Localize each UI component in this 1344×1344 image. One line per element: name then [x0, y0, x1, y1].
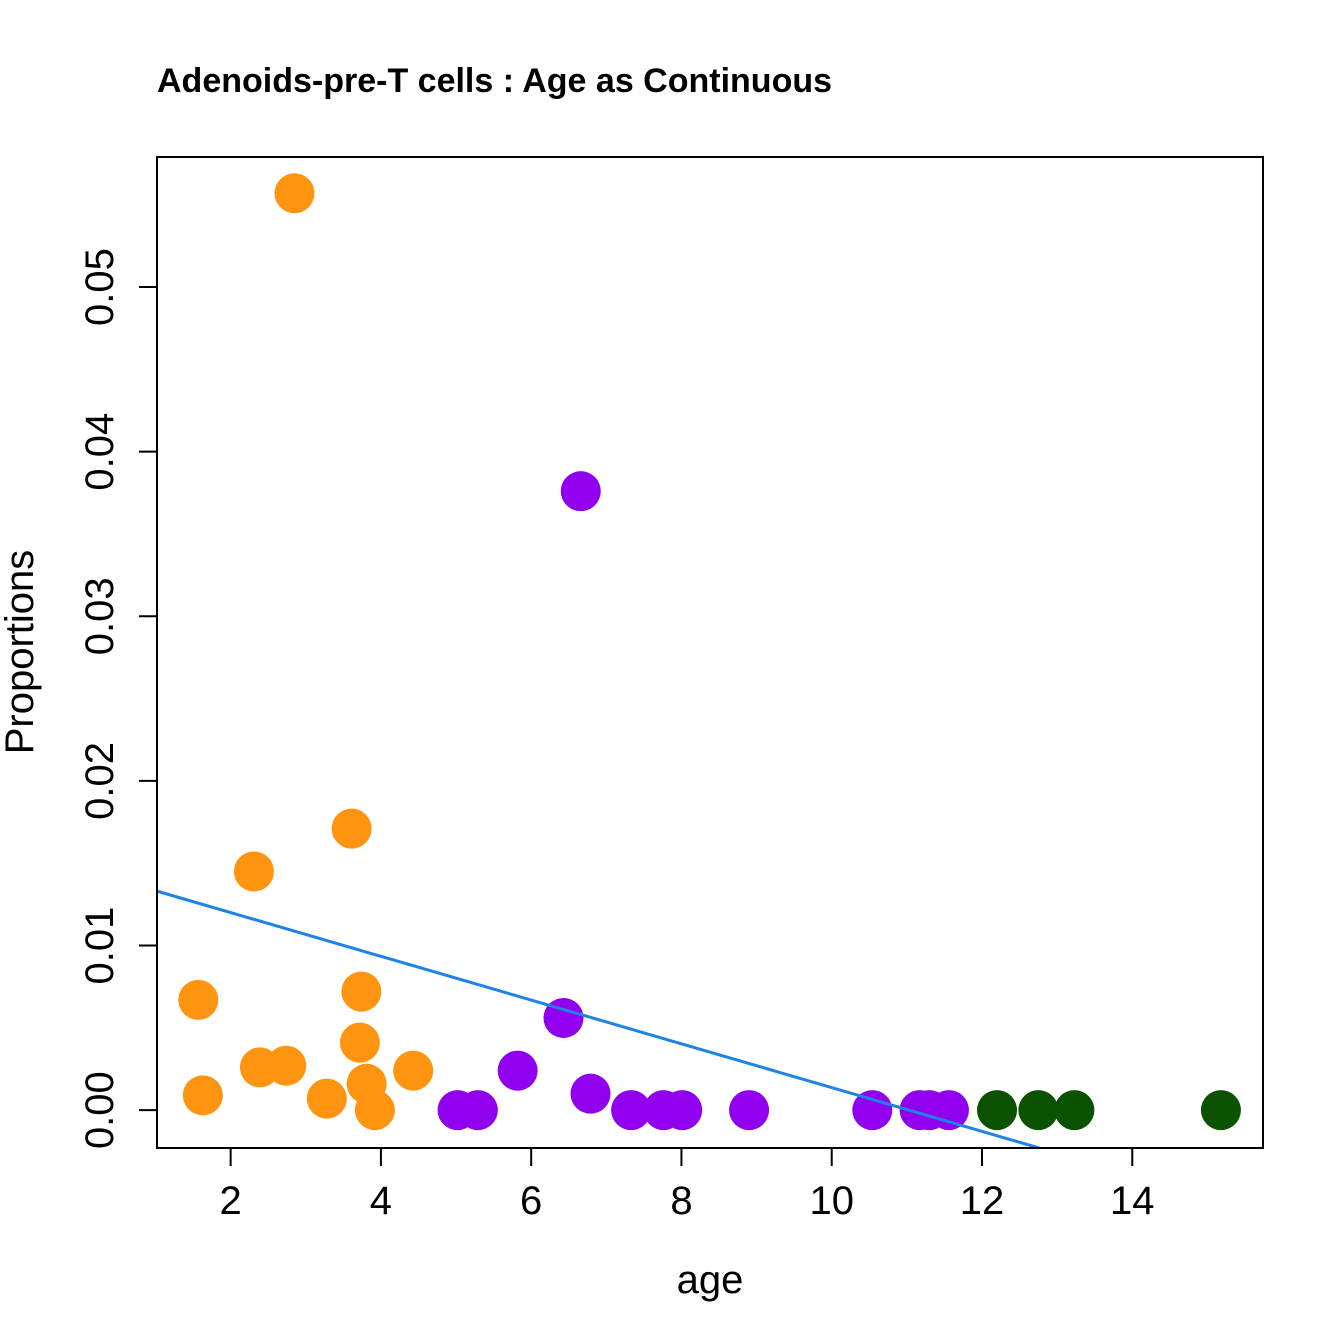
- point-young-9: [306, 1078, 347, 1119]
- chart-marks: [156, 173, 1241, 1150]
- point-young-11: [354, 1090, 395, 1131]
- point-old-1: [1018, 1090, 1059, 1131]
- y-tick-label: 0.01: [78, 907, 122, 985]
- y-tick-label: 0.05: [78, 248, 122, 326]
- point-middle-10: [852, 1090, 893, 1131]
- point-old-0: [977, 1090, 1018, 1131]
- point-young-0: [274, 173, 315, 214]
- y-tick-label: 0.00: [78, 1071, 122, 1149]
- x-tick-label: 14: [1110, 1179, 1155, 1223]
- y-tick-label: 0.02: [78, 742, 122, 820]
- x-tick-label: 4: [370, 1179, 392, 1223]
- point-young-12: [393, 1050, 434, 1091]
- x-tick-label: 6: [520, 1179, 542, 1223]
- point-young-5: [339, 1022, 380, 1063]
- point-middle-13: [928, 1090, 969, 1131]
- x-axis: 2 4 6 8 10 12 14: [220, 1147, 1155, 1223]
- x-tick-label: 10: [809, 1179, 854, 1223]
- point-middle-3: [570, 1073, 611, 1114]
- x-axis-label: age: [677, 1258, 744, 1302]
- point-young-1: [233, 851, 274, 892]
- point-old-2: [1054, 1090, 1095, 1131]
- regression-line: [156, 889, 1040, 1150]
- point-middle-9: [729, 1090, 770, 1131]
- point-young-6: [182, 1075, 223, 1116]
- point-young-2: [331, 808, 372, 849]
- point-middle-8: [662, 1090, 703, 1131]
- x-tick-label: 8: [670, 1179, 692, 1223]
- plot-frame: [156, 156, 1264, 1149]
- y-axis: 0.00 0.01 0.02 0.03 0.04 0.05: [78, 248, 158, 1149]
- y-tick-label: 0.04: [78, 413, 122, 491]
- x-tick-label: 2: [220, 1179, 242, 1223]
- point-young-3: [178, 979, 219, 1020]
- y-tick-label: 0.03: [78, 577, 122, 655]
- point-middle-5: [457, 1090, 498, 1131]
- point-young-8: [266, 1045, 307, 1086]
- point-old-3: [1200, 1090, 1241, 1131]
- point-middle-0: [560, 471, 601, 512]
- y-axis-label: Proportions: [0, 550, 42, 755]
- point-young-4: [341, 971, 382, 1012]
- point-middle-2: [497, 1050, 538, 1091]
- point-middle-6: [611, 1090, 652, 1131]
- x-tick-label: 12: [960, 1179, 1005, 1223]
- chart-title: Adenoids-pre-T cells : Age as Continuous: [157, 62, 832, 100]
